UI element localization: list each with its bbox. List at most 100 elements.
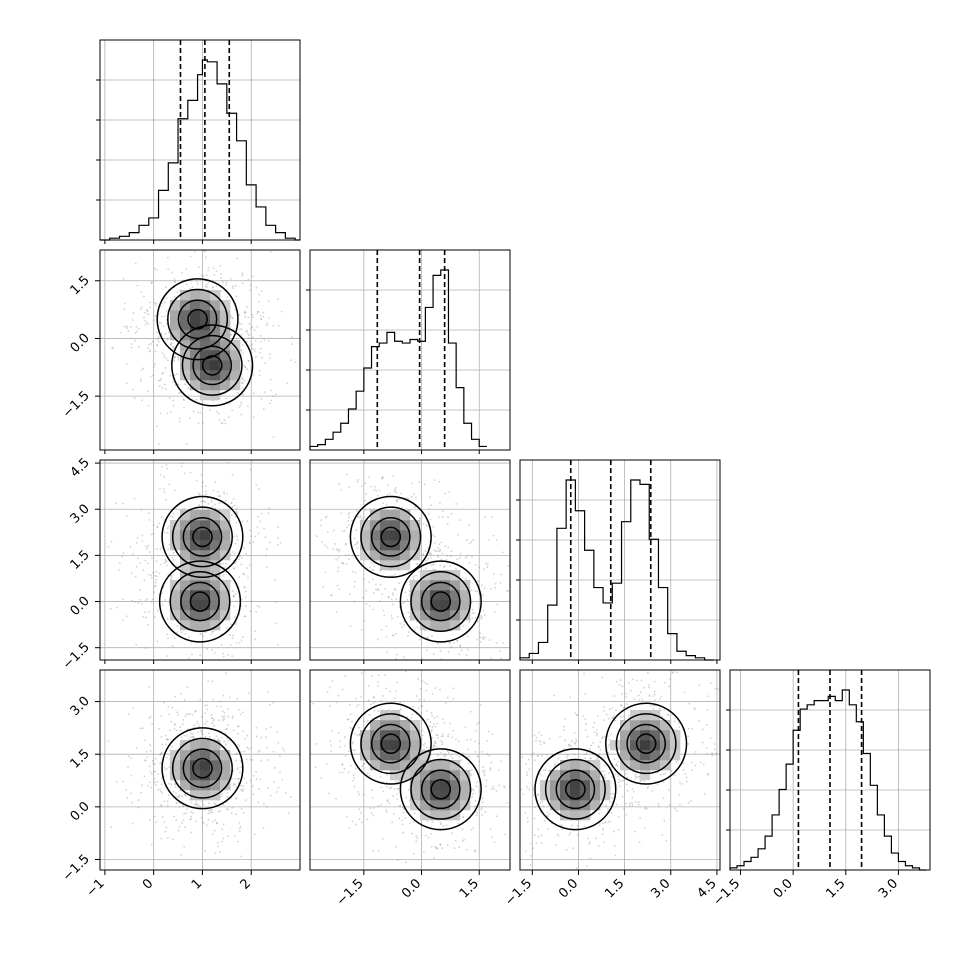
- sample-point: [377, 589, 380, 592]
- density-cell: [640, 770, 651, 781]
- sample-point: [424, 567, 427, 570]
- density-cell: [410, 530, 421, 541]
- sample-point: [213, 802, 216, 805]
- density-cell: [430, 810, 441, 821]
- sample-point: [173, 724, 176, 727]
- sample-point: [244, 366, 247, 368]
- sample-point: [137, 345, 140, 348]
- sample-point: [238, 641, 241, 644]
- sample-point: [118, 569, 120, 571]
- sample-point: [592, 726, 595, 729]
- density-cell: [180, 320, 191, 331]
- sample-point: [217, 737, 220, 740]
- sample-point: [265, 728, 267, 730]
- sample-point: [398, 606, 401, 609]
- sample-point: [615, 680, 618, 683]
- density-cell: [400, 720, 411, 731]
- sample-point: [150, 282, 153, 284]
- sample-point: [470, 773, 473, 776]
- sample-point: [277, 786, 280, 789]
- sample-point: [423, 483, 426, 486]
- sample-point: [422, 554, 425, 557]
- sample-point: [235, 752, 238, 755]
- sample-point: [595, 729, 598, 731]
- sample-point: [331, 730, 334, 732]
- sample-point: [156, 338, 159, 341]
- sample-point: [154, 770, 157, 773]
- sample-point: [391, 821, 394, 824]
- sample-point: [314, 319, 316, 321]
- sample-point: [562, 725, 565, 728]
- sample-point: [185, 812, 188, 815]
- sample-point: [235, 813, 237, 816]
- sample-point: [395, 653, 398, 656]
- sample-point: [376, 494, 379, 497]
- sample-point: [180, 465, 183, 468]
- sample-point: [244, 799, 247, 802]
- density-cell: [200, 740, 211, 751]
- sample-point: [176, 625, 179, 628]
- sample-point: [435, 846, 438, 849]
- sample-point: [143, 739, 146, 742]
- contour-level-3: [201, 355, 223, 376]
- density-cell: [620, 720, 631, 731]
- sample-point: [135, 643, 138, 646]
- sample-point: [171, 663, 173, 665]
- sample-point: [215, 410, 218, 413]
- sample-point: [211, 716, 213, 719]
- x-tick-label: 0: [140, 876, 156, 892]
- sample-point: [170, 783, 173, 786]
- sample-point: [178, 417, 181, 420]
- sample-point: [564, 739, 566, 741]
- sample-point: [161, 352, 164, 354]
- sample-point: [146, 598, 149, 600]
- sample-point: [348, 512, 351, 514]
- sample-point: [533, 794, 535, 796]
- sample-point: [197, 422, 200, 425]
- sample-point: [634, 801, 637, 804]
- density-cell: [420, 790, 431, 801]
- density-cell: [360, 730, 371, 741]
- sample-point: [369, 508, 371, 511]
- sample-point: [240, 328, 243, 331]
- sample-point: [358, 733, 361, 736]
- sample-point: [201, 485, 204, 488]
- sample-point: [392, 474, 394, 477]
- sample-point: [589, 757, 592, 760]
- density-cell: [190, 360, 201, 371]
- sample-point: [160, 783, 163, 786]
- sample-point: [243, 573, 246, 576]
- density-cell: [560, 780, 571, 791]
- x-tick-label: 3.0: [648, 876, 673, 901]
- sample-point: [226, 296, 229, 298]
- sample-point: [386, 786, 389, 788]
- sample-point: [350, 764, 352, 767]
- density-cell: [190, 350, 201, 361]
- density-cell: [220, 380, 231, 391]
- sample-point: [434, 725, 437, 728]
- contour-level-0: [349, 495, 432, 579]
- sample-point: [125, 789, 128, 791]
- sample-point: [589, 857, 592, 860]
- sample-point: [151, 281, 153, 284]
- sample-point: [223, 715, 226, 718]
- sample-point: [682, 768, 685, 771]
- density-cell: [590, 780, 601, 791]
- sample-point: [573, 732, 576, 734]
- sample-point: [234, 623, 237, 626]
- contour-level-0: [158, 560, 242, 643]
- sample-point: [335, 558, 338, 561]
- sample-point: [147, 323, 150, 325]
- sample-point: [220, 276, 223, 279]
- sample-point: [176, 631, 179, 634]
- sample-point: [486, 753, 488, 755]
- sample-point: [328, 705, 331, 708]
- density-cell: [210, 780, 221, 791]
- density-cell: [200, 330, 211, 341]
- x-tick-label: 0.0: [771, 876, 796, 901]
- sample-point: [381, 593, 384, 596]
- sample-point: [331, 594, 333, 597]
- sample-point: [432, 723, 435, 725]
- sample-point: [407, 600, 410, 603]
- sample-point: [662, 797, 665, 800]
